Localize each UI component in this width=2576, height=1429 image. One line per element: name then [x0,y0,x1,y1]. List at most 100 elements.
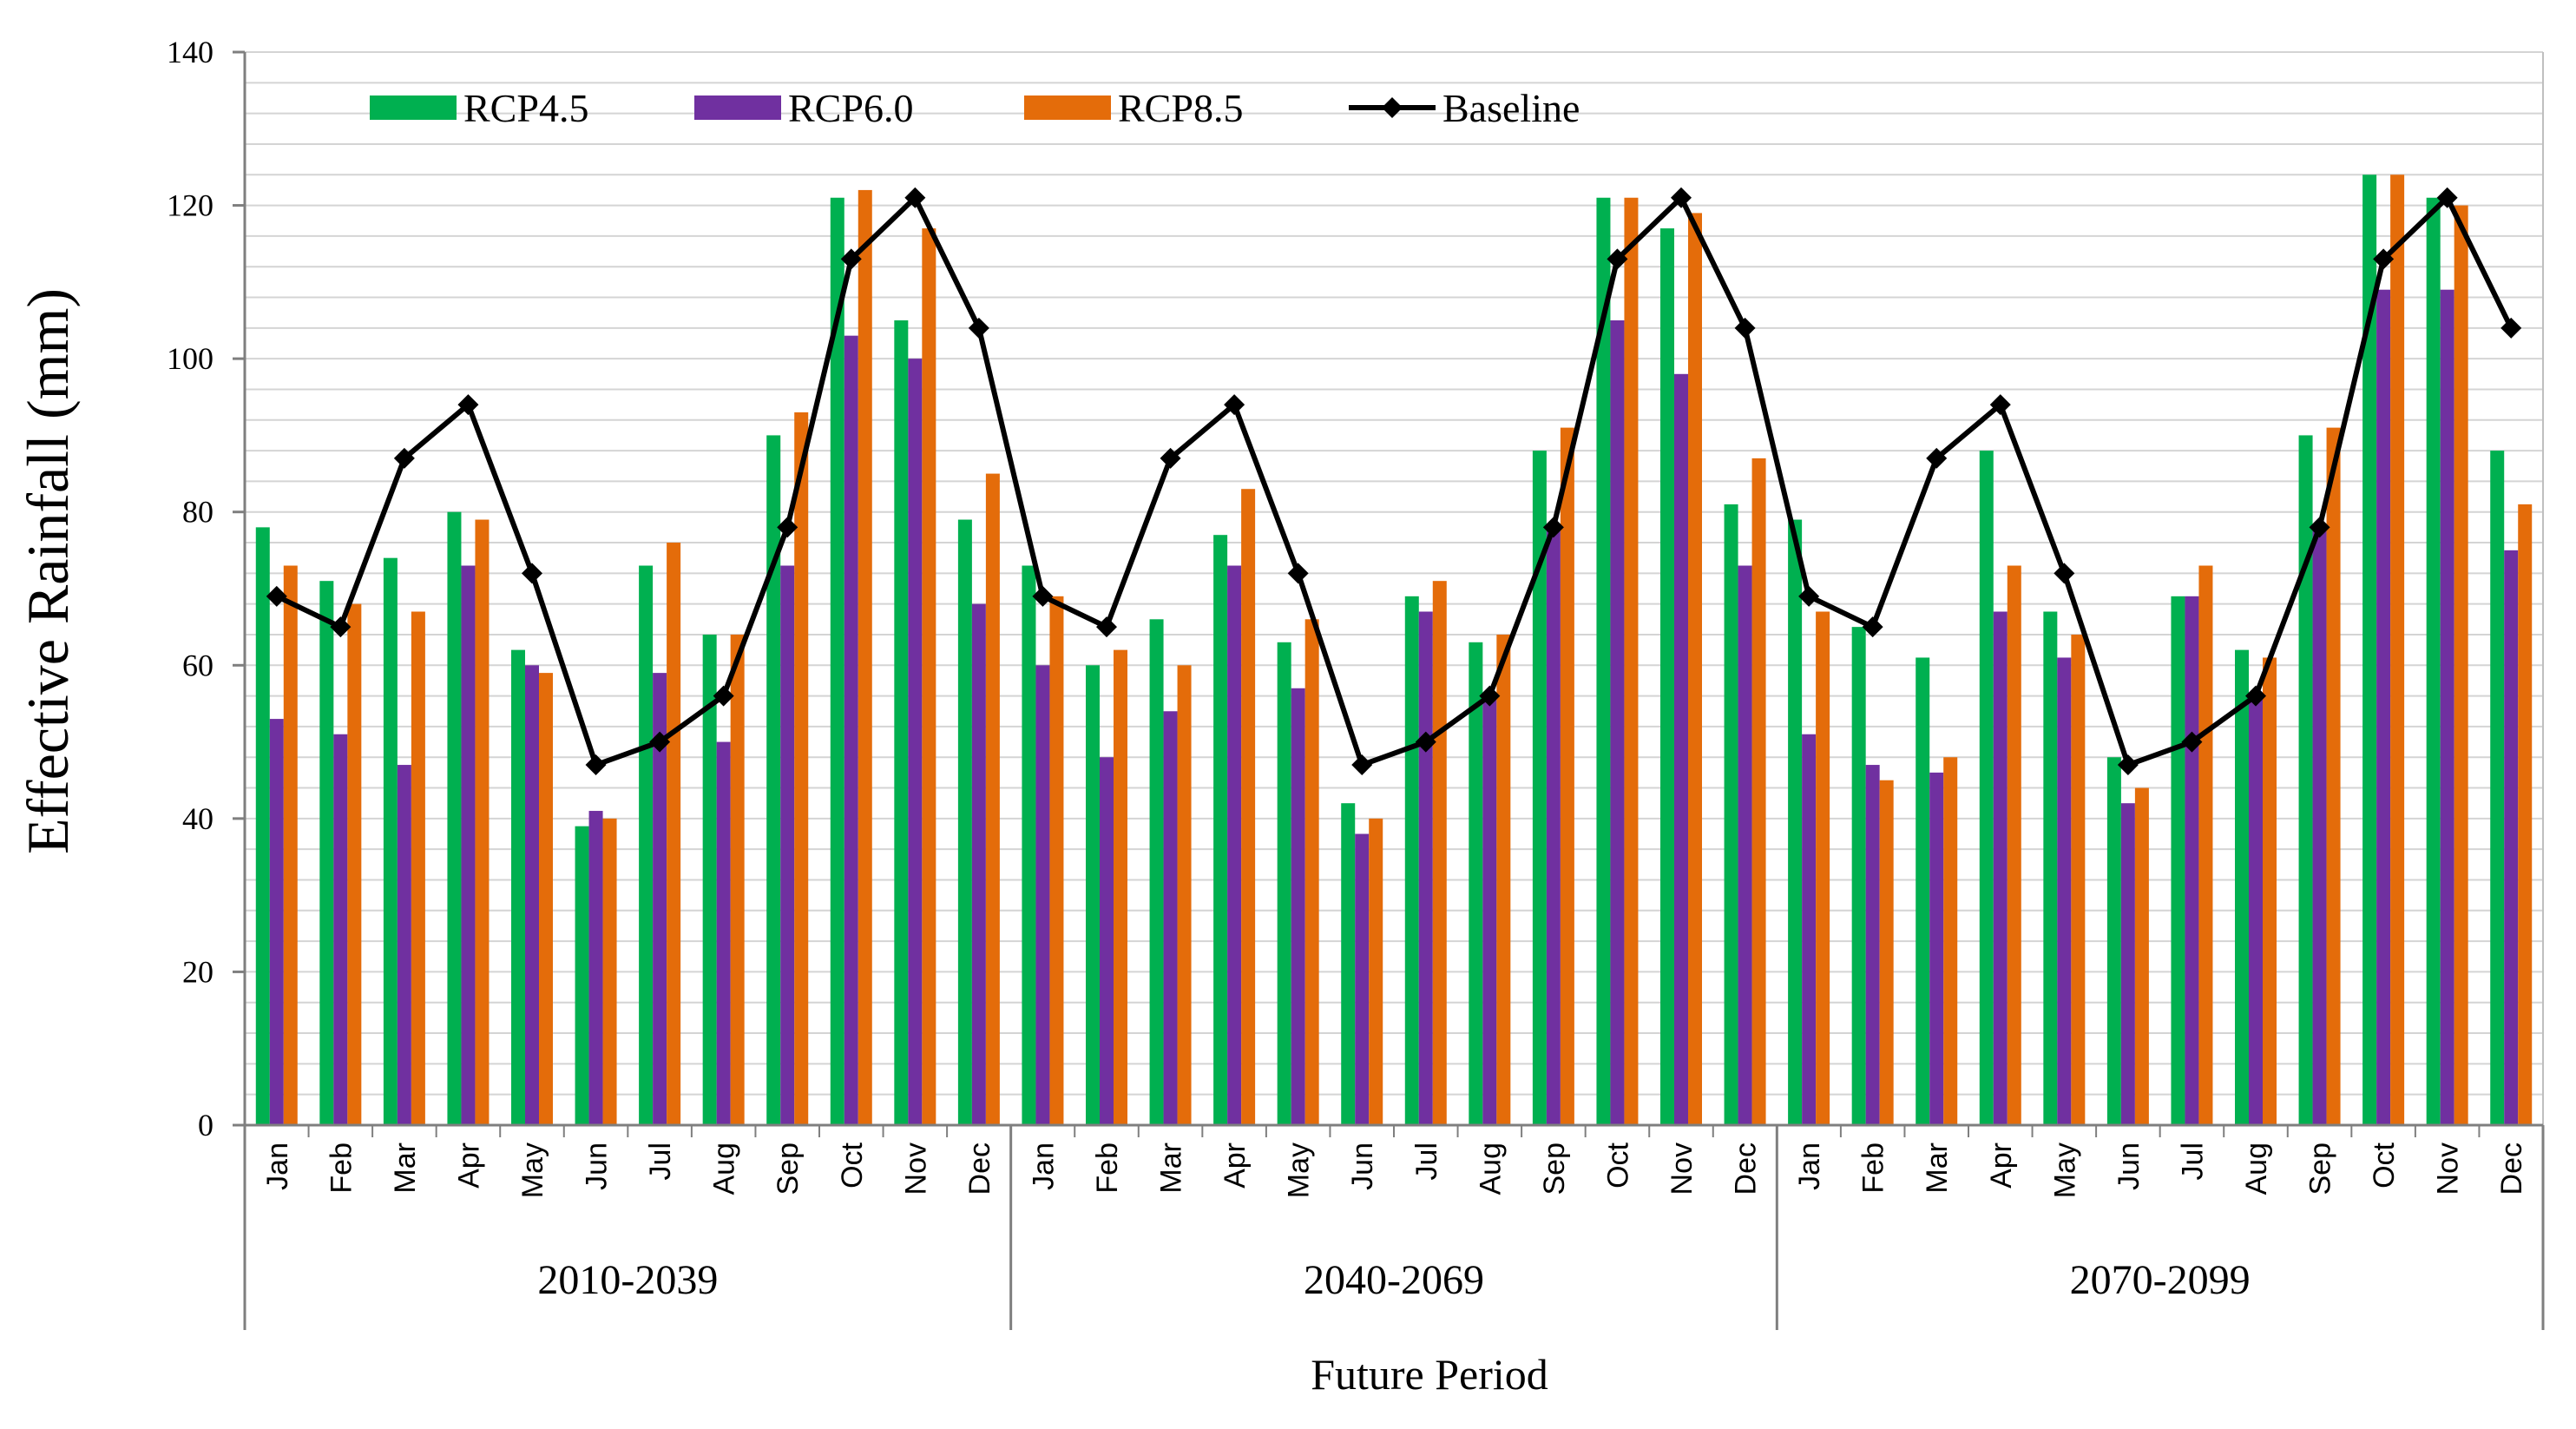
bar-rcp60-oct [844,335,858,1126]
bar-rcp60-apr [461,565,476,1125]
month-label-oct: Oct [2368,1142,2401,1188]
bar-rcp60-apr [1993,611,2008,1125]
month-label-mar: Mar [1155,1143,1188,1194]
bar-rcp85-jun [602,818,617,1125]
bar-rcp85-nov [922,228,936,1125]
bar-rcp45-sep [766,435,781,1125]
baseline-marker [968,317,989,339]
bar-rcp45-apr [1213,535,1228,1125]
bar-rcp45-jun [575,826,589,1125]
x-axis-label: Future Period [1311,1350,1548,1399]
bar-rcp85-nov [1688,213,1702,1125]
baseline-marker [777,517,798,538]
baseline-marker [2373,248,2395,270]
bar-rcp45-sep [1532,451,1547,1125]
bar-rcp45-dec [2490,451,2505,1125]
baseline-marker [1542,517,1564,538]
month-label-mar: Mar [1921,1143,1954,1194]
bar-rcp60-mar [1929,772,1944,1125]
legend-swatch-rcp60 [694,95,781,120]
month-label-jun: Jun [2113,1143,2146,1190]
bar-rcp85-apr [1241,489,1256,1125]
legend-swatch-rcp85 [1024,95,1111,120]
bar-rcp45-jan [1022,565,1036,1125]
month-label-jul: Jul [1410,1143,1443,1180]
month-label-aug: Aug [1474,1143,1507,1195]
baseline-marker [1032,585,1054,607]
baseline-marker [457,394,479,416]
bar-rcp60-feb [1100,757,1114,1125]
bar-rcp60-jan [1802,734,1817,1125]
baseline-marker [1351,754,1373,776]
month-label-sep: Sep [772,1143,805,1195]
bar-rcp85-sep [794,412,809,1125]
bar-rcp45-jun [1341,803,1356,1125]
bar-rcp45-oct [1596,197,1611,1125]
baseline-marker [1734,317,1756,339]
bar-rcp85-jul [2198,565,2213,1125]
legend-label-rcp45: RCP4.5 [463,86,588,130]
bar-rcp60-jul [2185,596,2199,1125]
bar-rcp60-jul [653,673,667,1125]
bar-rcp85-jul [667,543,681,1125]
month-label-sep: Sep [2304,1143,2337,1195]
legend: RCP4.5 RCP6.0 RCP8.5 Baseline [370,86,1580,130]
bar-rcp45-nov [1660,228,1674,1125]
bar-rcp60-aug [2249,695,2263,1125]
bar-rcp45-may [2043,611,2058,1125]
bar-rcp45-feb [319,581,334,1125]
bar-rcp45-dec [1724,504,1738,1125]
bar-rcp85-may [2071,634,2086,1125]
bar-rcp45-dec [957,519,972,1125]
baseline-marker [1096,616,1117,638]
baseline-marker [1926,447,1948,469]
baseline-marker [1607,248,1628,270]
y-tick-label: 140 [167,35,214,69]
bar-rcp85-mar [411,611,425,1125]
bar-rcp45-sep [2298,435,2313,1125]
bar-rcp45-aug [1469,642,1483,1125]
y-tick-label: 60 [182,648,214,682]
month-label-jan: Jan [1027,1143,1060,1190]
bar-rcp45-nov [2426,197,2441,1125]
bar-rcp85-mar [1177,665,1192,1125]
month-label-dec: Dec [1730,1143,1763,1195]
y-tick-label: 40 [182,801,214,836]
bar-rcp45-nov [894,320,909,1125]
month-label-feb: Feb [1091,1143,1124,1194]
legend-label-baseline: Baseline [1442,86,1580,130]
bar-rcp85-jan [1816,611,1830,1125]
bar-rcp60-may [525,665,539,1125]
y-axis-label: Effective Rainfall (mm) [15,288,81,854]
month-label-aug: Aug [2240,1143,2273,1195]
baseline-marker [2436,187,2458,208]
bar-rcp85-dec [2518,504,2533,1125]
bar-rcp60-jan [269,719,284,1125]
month-label-nov: Nov [1666,1143,1699,1195]
bar-rcp85-mar [1943,757,1958,1125]
bar-rcp60-jun [588,811,603,1125]
bar-rcp60-feb [1865,765,1880,1125]
bar-rcp45-feb [1086,665,1100,1125]
y-tick-label: 120 [167,188,214,223]
month-label-feb: Feb [325,1143,358,1194]
bar-rcp60-may [1291,688,1305,1125]
bar-rcp60-nov [1674,373,1688,1125]
baseline-marker [1798,585,1820,607]
bar-rcp85-jan [1049,596,1064,1125]
bar-rcp85-oct [1624,197,1639,1125]
bar-rcp60-may [2057,657,2072,1125]
gridlines [245,51,2543,1126]
month-label-apr: Apr [1219,1143,1252,1189]
month-label-jul: Jul [644,1143,677,1180]
bar-rcp60-feb [333,734,348,1125]
month-label-sep: Sep [1538,1143,1571,1195]
bar-rcp85-feb [347,603,362,1125]
bar-rcp60-dec [2504,550,2519,1125]
bar-rcp85-apr [475,519,490,1125]
bar-rcp45-apr [447,511,462,1125]
bar-rcp60-aug [716,741,731,1125]
baseline-marker [840,248,862,270]
bar-rcp60-mar [1163,711,1178,1125]
bar-rcp60-aug [1482,695,1497,1125]
